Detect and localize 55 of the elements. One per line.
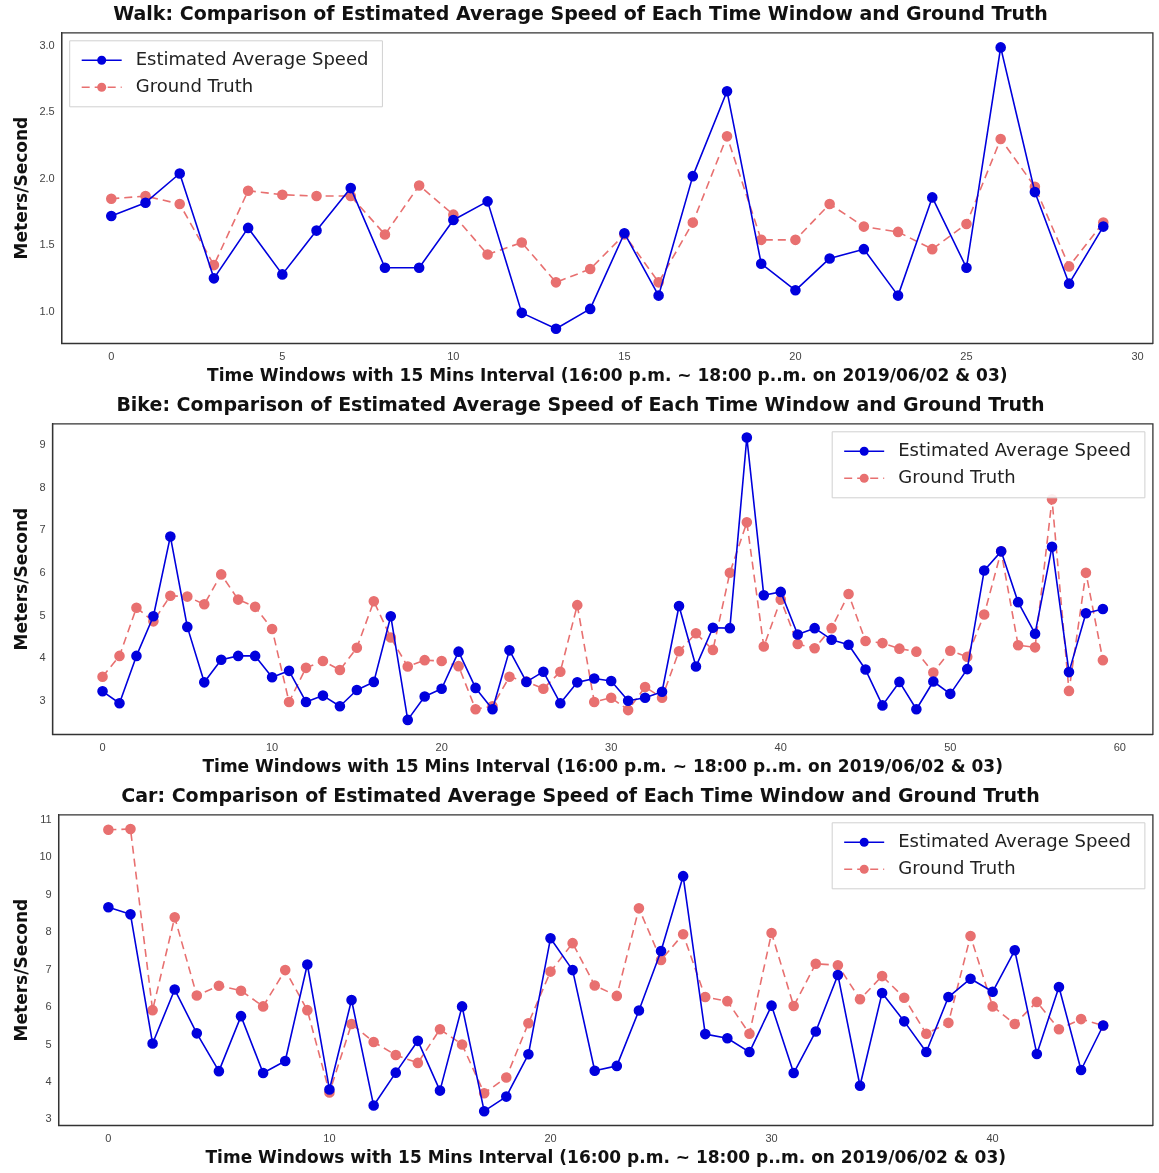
y-axis-title: Meters/Second	[10, 898, 31, 1042]
legend-label: Estimated Average Speed	[898, 829, 1131, 851]
y-tick-label: 8	[45, 925, 52, 938]
x-tick-label: 15	[618, 350, 631, 363]
y-tick-label: 2.0	[39, 171, 55, 184]
y-tick-label: 5	[45, 1037, 52, 1050]
y-tick-label: 7	[45, 962, 52, 975]
x-tick-label: 40	[774, 741, 787, 754]
x-tick-label: 30	[1131, 350, 1144, 363]
y-tick-label: 2.5	[39, 105, 55, 118]
legend-label: Ground Truth	[135, 74, 254, 96]
y-tick-label: 8	[39, 480, 46, 493]
x-tick-label: 20	[435, 741, 448, 754]
y-tick-label: 1.0	[39, 304, 55, 317]
x-tick-label: 10	[265, 741, 279, 754]
chart-title: Car: Comparison of Estimated Average Speed of Each Time Window and Ground Truth	[121, 784, 1040, 807]
y-axis-title: Meters/Second	[10, 116, 31, 260]
chart-title: Bike: Comparison of Estimated Average Speed of Each Time Window and Ground Truth	[116, 393, 1045, 416]
y-axis-title: Meters/Second	[10, 507, 31, 651]
y-tick-label: 9	[45, 887, 52, 900]
x-axis-title: Time Windows with 15 Mins Interval (16:00 p.m. ~ 18:00 p..m. on 2019/06/02 & 03)	[202, 756, 1003, 777]
y-tick-label: 6	[45, 1000, 52, 1013]
x-tick-label: 60	[1113, 741, 1126, 754]
y-tick-label: 3	[39, 694, 46, 707]
y-tick-label: 9	[39, 438, 46, 451]
x-axis-title: Time Windows with 15 Mins Interval (16:00 p.m. ~ 18:00 p..m. on 2019/06/02 & 03)	[205, 1147, 1007, 1168]
y-tick-label: 3.0	[39, 39, 55, 52]
chart-title: Walk: Comparison of Estimated Average Speed of Each Time Window and Ground Truth	[113, 2, 1048, 25]
x-tick-label: 5	[279, 350, 286, 363]
x-tick-label: 30	[605, 741, 618, 754]
x-tick-label: 0	[105, 1132, 112, 1145]
x-tick-label: 30	[765, 1132, 778, 1145]
legend-label: Estimated Average Speed	[898, 438, 1131, 460]
y-tick-label: 6	[39, 566, 46, 579]
y-tick-label: 11	[40, 813, 52, 826]
x-tick-label: 50	[944, 741, 957, 754]
x-tick-label: 0	[99, 741, 106, 754]
y-tick-label: 10	[39, 850, 52, 863]
x-tick-label: 25	[960, 350, 973, 363]
x-tick-label: 20	[789, 350, 802, 363]
x-tick-label: 20	[544, 1132, 557, 1145]
y-tick-label: 7	[39, 523, 46, 536]
y-tick-label: 5	[39, 608, 46, 621]
x-tick-label: 0	[108, 350, 115, 363]
y-tick-label: 4	[45, 1075, 52, 1088]
y-tick-label: 1.5	[39, 238, 55, 251]
x-axis-title: Time Windows with 15 Mins Interval (16:00 p.m. ~ 18:00 p..m. on 2019/06/02 & 03)	[207, 365, 1008, 386]
x-tick-label: 40	[986, 1132, 999, 1145]
legend-label: Estimated Average Speed	[135, 47, 369, 69]
y-tick-label: 3	[45, 1112, 52, 1125]
y-tick-label: 4	[39, 651, 46, 664]
x-tick-label: 10	[323, 1132, 336, 1145]
x-tick-label: 10	[447, 350, 460, 363]
legend-label: Ground Truth	[898, 465, 1016, 487]
legend-label: Ground Truth	[898, 856, 1016, 878]
